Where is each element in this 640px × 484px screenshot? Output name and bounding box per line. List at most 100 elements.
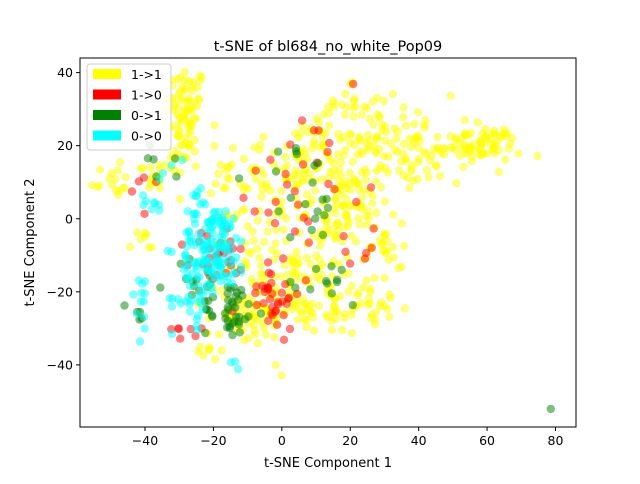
data-point [114, 190, 123, 200]
data-point [271, 197, 280, 207]
data-point [134, 177, 144, 186]
data-point [192, 321, 201, 331]
data-point [235, 328, 244, 337]
data-point [135, 337, 145, 346]
data-point [274, 207, 283, 216]
data-point [284, 270, 293, 279]
y-tick-label: 0 [65, 211, 73, 226]
data-point [410, 119, 419, 129]
data-point [234, 320, 244, 329]
data-point [203, 265, 212, 275]
data-point [140, 209, 149, 218]
data-point [266, 269, 276, 279]
data-point [388, 242, 398, 252]
data-point [229, 214, 238, 223]
data-point [253, 216, 262, 225]
data-point [194, 229, 203, 238]
data-point [318, 260, 327, 270]
data-point [207, 237, 217, 247]
data-point [293, 299, 302, 308]
data-point [370, 320, 380, 329]
data-point [264, 208, 273, 217]
data-point [309, 326, 319, 335]
data-point [267, 278, 276, 288]
legend-swatch [93, 110, 121, 120]
data-point [174, 124, 183, 134]
data-point [290, 171, 299, 180]
data-point [314, 126, 323, 135]
data-point [349, 96, 358, 106]
data-point [187, 106, 196, 116]
data-point [371, 177, 380, 186]
data-point [200, 255, 209, 264]
data-point [446, 132, 455, 141]
data-point [357, 110, 366, 119]
data-point [108, 180, 117, 190]
data-point [256, 309, 266, 318]
data-point [438, 144, 447, 154]
data-point [223, 173, 232, 182]
data-point [221, 183, 230, 192]
data-point [168, 294, 177, 303]
data-point [371, 147, 380, 156]
data-point [139, 200, 148, 210]
x-tick-label: 60 [479, 433, 495, 448]
data-point [297, 308, 306, 317]
data-point [279, 335, 289, 344]
data-point [494, 167, 504, 177]
data-point [270, 333, 279, 342]
data-point [197, 73, 206, 82]
data-point [184, 236, 193, 245]
data-point [232, 253, 241, 262]
data-point [191, 238, 201, 247]
data-point [240, 315, 250, 324]
data-point [504, 144, 513, 153]
data-point [184, 228, 194, 237]
data-point [223, 278, 232, 287]
data-point [136, 234, 145, 244]
data-point [301, 200, 310, 209]
data-point [217, 346, 226, 355]
x-tick-label: −20 [200, 433, 226, 448]
data-point [352, 197, 361, 207]
data-point [167, 302, 177, 311]
data-point [309, 137, 319, 146]
data-point [546, 404, 555, 414]
legend-label: 0->0 [131, 129, 162, 144]
data-point [405, 183, 414, 193]
data-point [216, 286, 225, 295]
data-point [362, 103, 372, 113]
data-point [339, 232, 348, 241]
data-point [388, 90, 397, 99]
data-point [226, 240, 235, 249]
data-point [190, 209, 200, 218]
data-point [368, 199, 377, 208]
data-point [251, 288, 260, 298]
data-point [372, 131, 382, 140]
data-point [459, 162, 468, 172]
data-point [413, 108, 423, 117]
data-point [381, 249, 390, 258]
data-point [115, 158, 125, 167]
data-point [367, 310, 376, 319]
data-point [184, 94, 194, 103]
data-point [333, 218, 343, 228]
data-point [180, 67, 189, 77]
data-point [493, 137, 502, 146]
data-point [304, 238, 314, 247]
data-point [208, 288, 217, 297]
data-point [324, 173, 333, 182]
data-point [498, 130, 507, 139]
data-point [263, 258, 273, 267]
data-point [372, 208, 381, 217]
data-point [451, 145, 460, 155]
data-point [394, 263, 403, 273]
data-point [263, 285, 273, 294]
data-point [193, 273, 202, 282]
data-point [190, 147, 200, 156]
data-point [217, 222, 227, 231]
data-point [392, 147, 402, 156]
data-point [338, 201, 347, 210]
data-point [212, 251, 221, 260]
data-point [239, 154, 248, 164]
